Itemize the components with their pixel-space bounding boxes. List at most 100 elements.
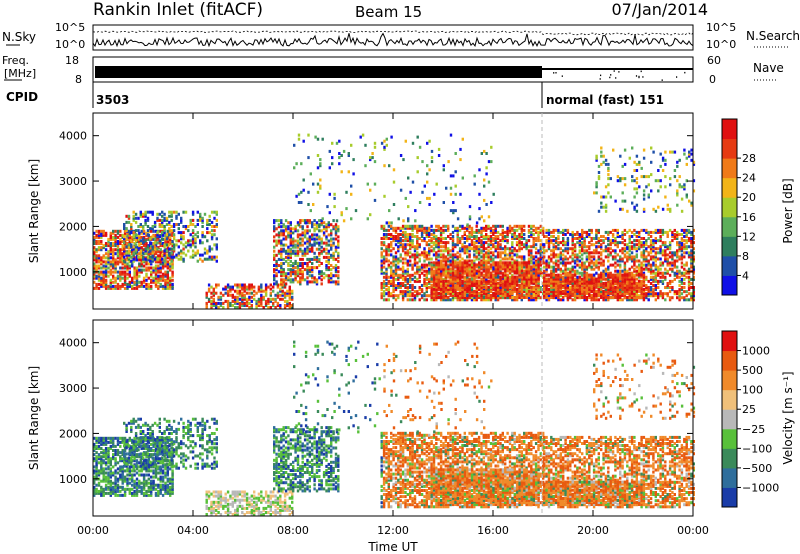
heatmap-cell [645,294,648,298]
heatmap-cell [280,241,283,245]
heatmap-cell [123,241,126,245]
heatmap-cell [147,268,150,272]
heatmap-cell [473,275,476,279]
heatmap-cell [428,249,431,253]
heatmap-cell [277,233,281,237]
heatmap-cell [473,253,476,257]
heatmap-cell [382,294,386,298]
heatmap-cell [470,263,474,267]
heatmap-cell [128,282,131,286]
heatmap-cell [394,263,398,267]
heatmap-cell [444,267,448,271]
heatmap-cell [296,253,300,257]
heatmap-cell [511,261,514,265]
heatmap-cell [164,235,167,239]
heatmap-cell [640,263,643,267]
heatmap-cell [95,235,98,239]
heatmap-cell [494,271,497,275]
heatmap-cell [151,257,154,261]
heatmap-cell [217,295,220,299]
heatmap-cell [236,299,239,303]
heatmap-cell [430,263,433,267]
heatmap-cell [614,249,617,253]
heatmap-cell [564,257,567,261]
heatmap-cell [440,265,443,269]
heatmap-cell [635,265,638,269]
heatmap-cell [404,279,407,283]
heatmap-cell [180,218,183,222]
heatmap-cell [545,263,548,267]
heatmap-cell [250,285,253,289]
heatmap-cell [280,233,283,237]
heatmap-cell [93,266,96,270]
heatmap-cell [456,267,459,271]
heatmap-cell [205,306,208,309]
heatmap-cell [420,251,424,255]
heatmap-cell [487,287,490,291]
heatmap-cell [420,239,424,243]
heatmap-cell [140,231,143,235]
heatmap-cell [170,251,173,255]
heatmap-cell [413,235,417,238]
heatmap-cell [478,263,481,267]
heatmap-cell [645,257,648,261]
heatmap-cell [530,296,533,300]
heatmap-cell [330,255,333,259]
heatmap-cell [169,237,172,241]
heatmap-cell [489,282,493,285]
heatmap-cell [432,281,436,285]
heatmap-cell [530,298,533,302]
heatmap-cell [647,267,650,271]
heatmap-cell [435,224,438,228]
heatmap-cell [466,269,469,273]
heatmap-cell [440,263,443,267]
heatmap-cell [213,229,216,233]
heatmap-cell [456,269,459,273]
heatmap-cell [449,259,452,263]
heatmap-cell [327,251,330,255]
heatmap-cell [406,224,409,228]
heatmap-cell [530,277,533,281]
heatmap-cell [332,266,335,270]
heatmap-cell [439,237,443,240]
heatmap-cell [513,271,516,275]
heatmap-cell [164,280,167,284]
heatmap-cell [600,257,603,261]
heatmap-cell [449,233,452,236]
heatmap-cell [406,261,409,265]
heatmap-cell [212,293,215,297]
heatmap-cell [492,294,495,297]
heatmap-cell [535,261,538,265]
heatmap-cell [164,270,167,274]
heatmap-cell [635,298,638,302]
heatmap-cell [492,277,495,281]
heatmap-cell [264,291,268,295]
heatmap-cell [102,229,105,233]
heatmap-cell [559,261,562,265]
heatmap-cell [649,243,653,247]
heatmap-cell [406,235,409,238]
heatmap-cell [320,262,323,265]
heatmap-cell [184,245,188,249]
heatmap-cell [273,253,276,257]
heatmap-cell [537,230,540,234]
heatmap-cell [294,274,297,278]
heatmap-cell [420,226,424,230]
heatmap-cell [425,226,428,230]
heatmap-cell [623,228,627,232]
heatmap-cell [649,271,653,275]
heatmap-cell [201,220,204,224]
heatmap-cell [165,243,169,247]
heatmap-cell [518,245,521,249]
heatmap-cell [640,265,643,269]
heatmap-cell [215,247,218,251]
heatmap-cell [492,281,495,285]
heatmap-cell [289,223,292,227]
heatmap-cell [640,241,643,245]
heatmap-cell [157,237,160,241]
heatmap-cell [428,243,431,247]
heatmap-cell [325,227,328,231]
heatmap-cell [245,297,249,301]
heatmap-cell [530,271,533,275]
heatmap-cell [485,237,488,240]
